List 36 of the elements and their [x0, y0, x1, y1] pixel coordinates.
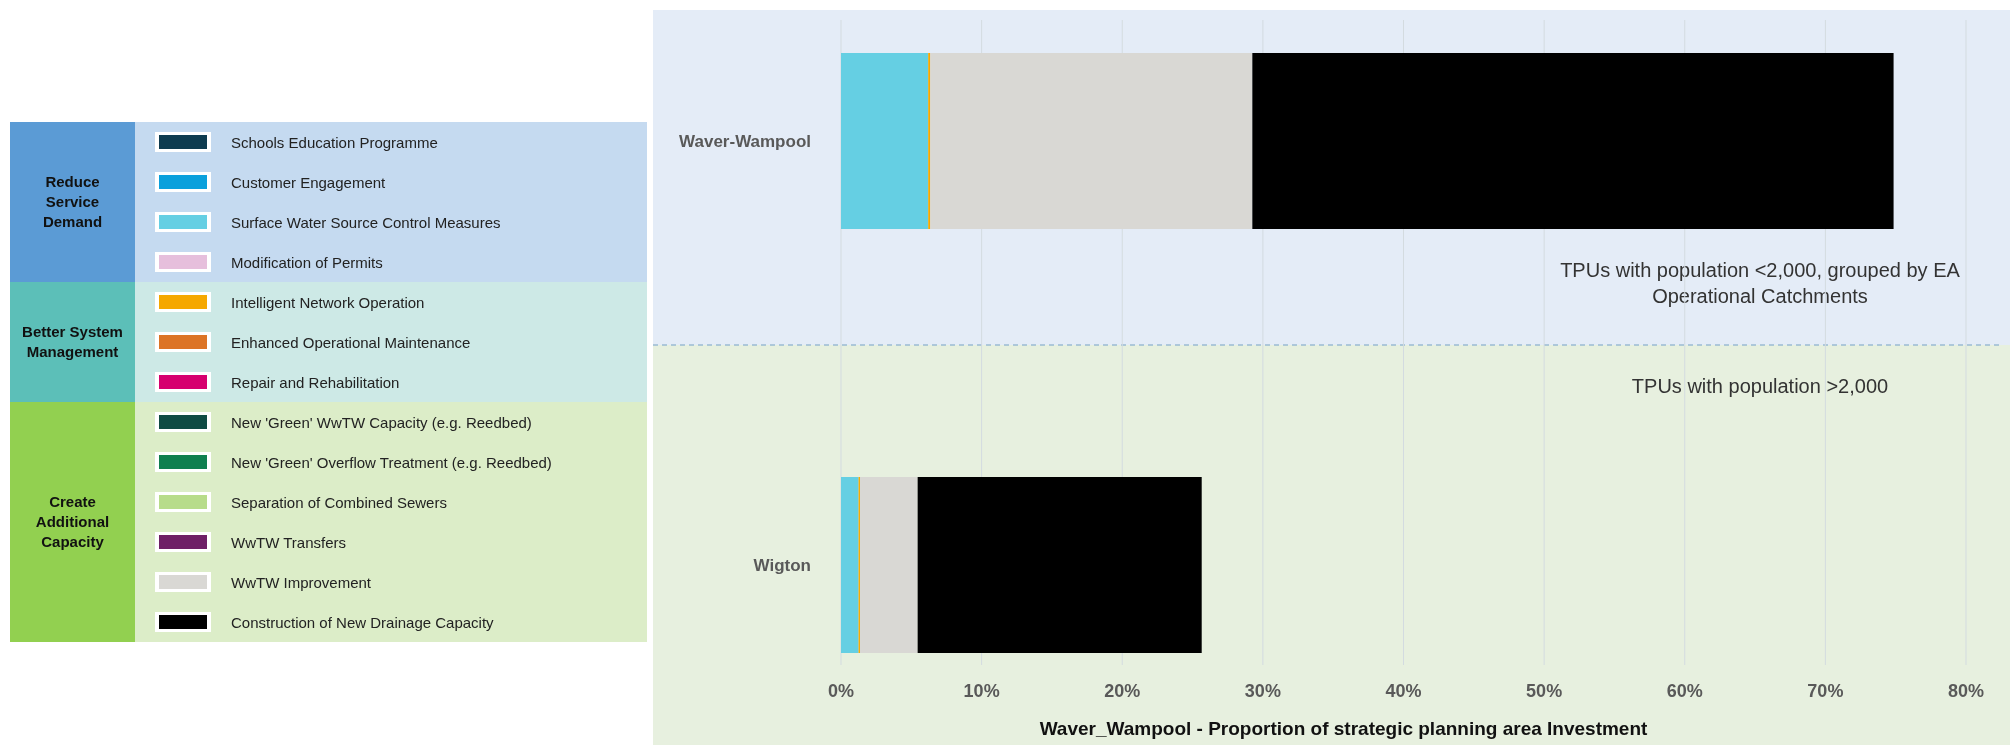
bar — [841, 477, 859, 653]
legend-label: WwTW Transfers — [231, 534, 346, 551]
bar — [917, 477, 1202, 653]
x-tick-label: 70% — [1807, 681, 1844, 701]
legend-label: Enhanced Operational Maintenance — [231, 334, 471, 351]
x-tick-label: 20% — [1104, 681, 1141, 701]
text: Reduce Service Demand — [42, 173, 103, 230]
band-label: TPUs with population <2,000, grouped by EA Operational Catchments — [1560, 259, 1961, 307]
legend-label: Separation of Combined Sewers — [231, 494, 447, 511]
x-tick-label: 40% — [1385, 681, 1422, 701]
text: Better System Management — [22, 323, 123, 360]
x-tick-label: 0% — [827, 681, 855, 701]
x-tick-label: 30% — [1244, 681, 1281, 701]
bar — [1252, 53, 1894, 229]
text: Create Additional Capacity — [35, 493, 110, 550]
x-axis-title: Waver_Wampool - Proportion of strategic planning area Investment — [1039, 718, 1649, 739]
legend-label: Surface Water Source Control Measures — [231, 214, 501, 231]
legend-label: Repair and Rehabilitation — [231, 374, 400, 391]
bar — [841, 53, 929, 229]
bar — [928, 53, 931, 229]
y-tick-label: Wigton — [753, 556, 811, 575]
bar — [859, 477, 918, 653]
x-tick-label: 50% — [1526, 681, 1563, 701]
legend-label: WwTW Improvement — [231, 574, 372, 591]
legend-label: Construction of New Drainage Capacity — [231, 614, 495, 631]
legend-label: Intelligent Network Operation — [231, 294, 425, 311]
x-tick-label: 80% — [1947, 681, 1985, 701]
legend-label: Modification of Permits — [231, 254, 383, 271]
legend-label: New 'Green' Overflow Treatment (e.g. Reedbed) — [231, 454, 552, 471]
x-tick-label: 10% — [963, 681, 1000, 701]
y-tick-label: Waver-Wampool — [679, 132, 811, 151]
legend-label: Customer Engagement — [231, 174, 387, 191]
legend-label: New 'Green' WwTW Capacity (e.g. Reedbed) — [231, 414, 532, 431]
x-tick-label: 60% — [1666, 681, 1703, 701]
legend-label: Schools Education Programme — [231, 134, 438, 151]
band-label: TPUs with population >2,000 — [1631, 375, 1889, 397]
